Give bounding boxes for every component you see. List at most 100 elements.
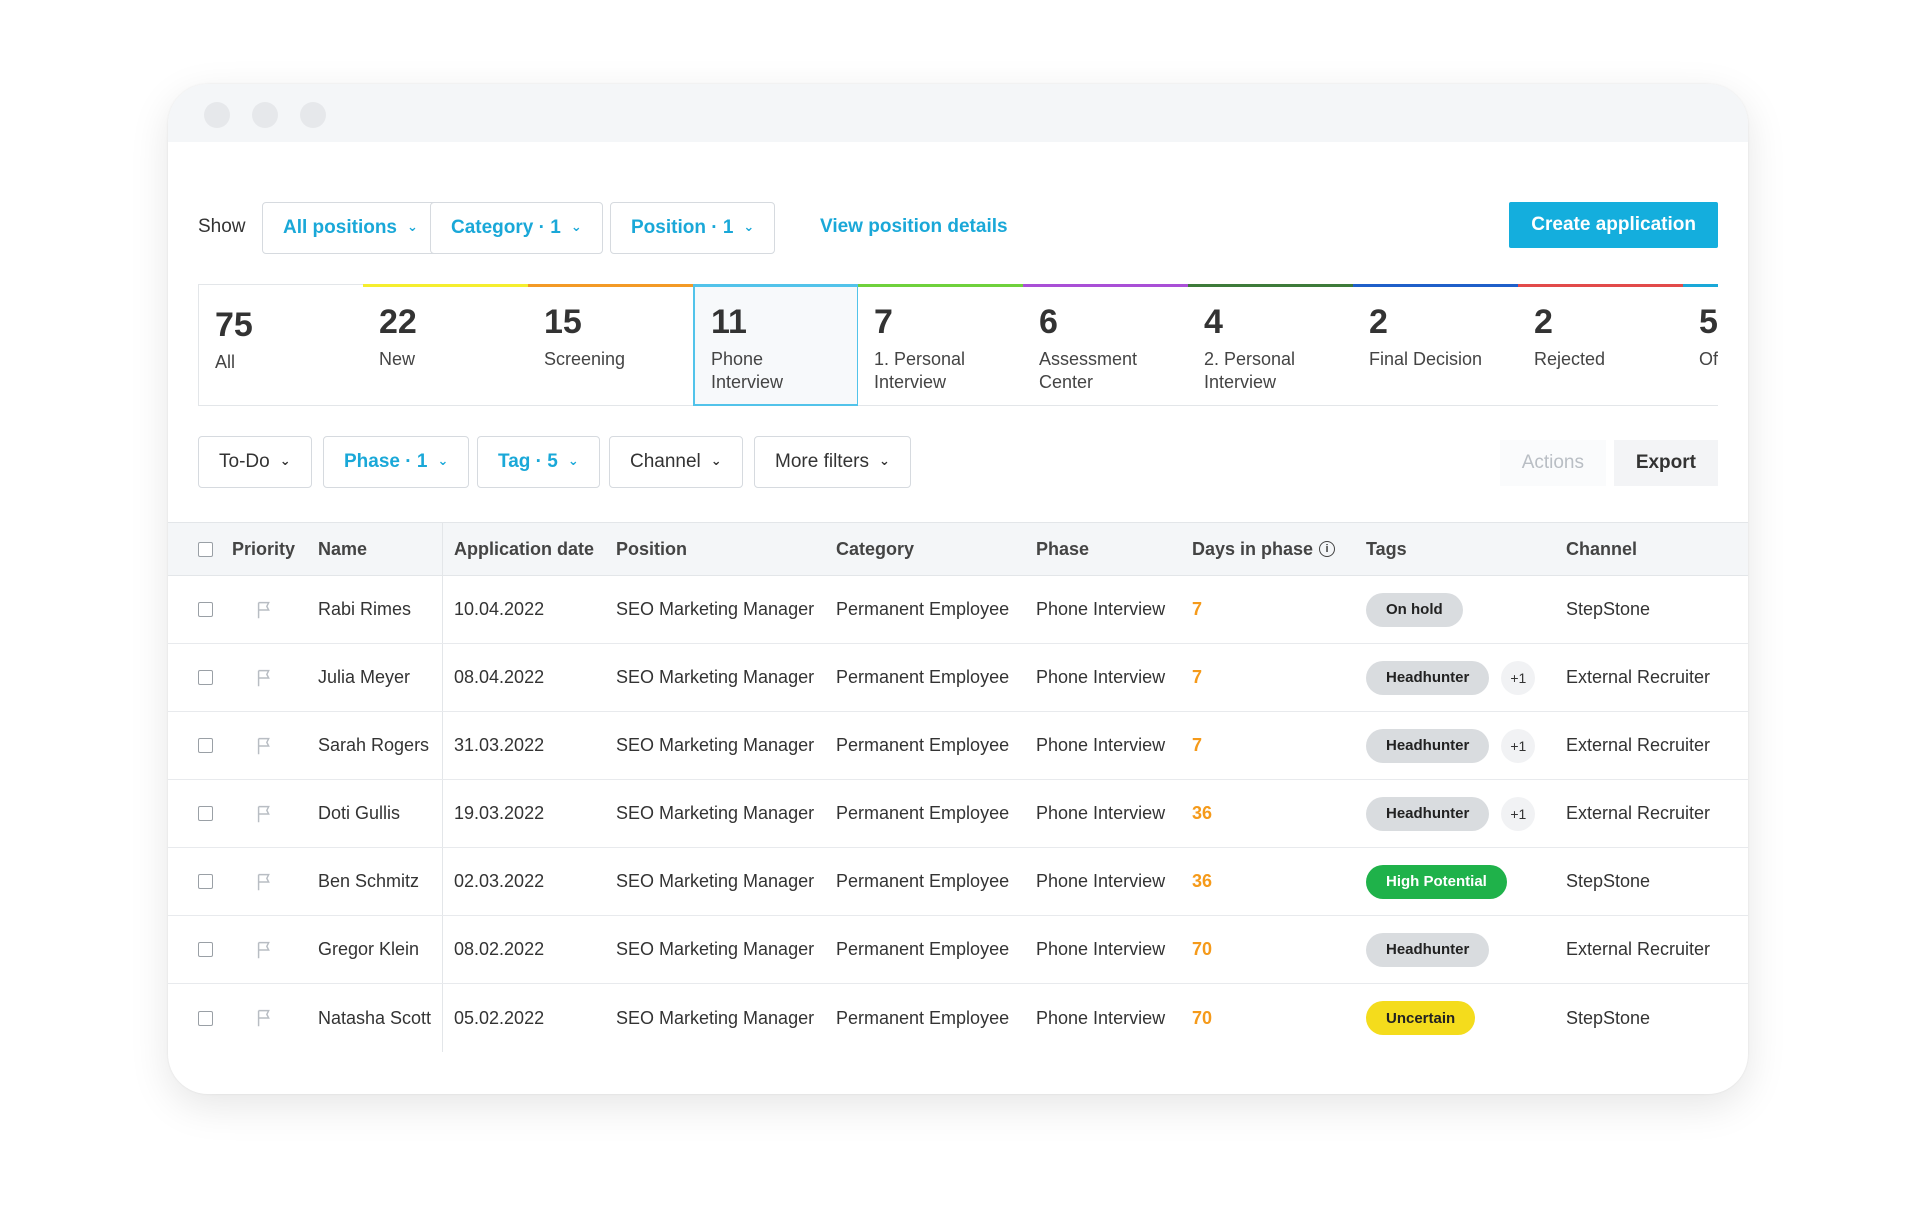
- phase-cell: Phone Interview: [1036, 667, 1166, 687]
- phase-cell: Phone Interview: [1036, 735, 1166, 755]
- header-name[interactable]: Name: [318, 538, 368, 559]
- header-channel[interactable]: Channel: [1566, 538, 1638, 559]
- row-checkbox[interactable]: [198, 738, 213, 753]
- phase-tab-2[interactable]: 15 Screening: [528, 284, 694, 406]
- more-tags-badge[interactable]: +1: [1501, 660, 1536, 695]
- select-all-checkbox[interactable]: [198, 541, 213, 557]
- priority-cell: [254, 916, 276, 983]
- phase-cell: Phone Interview: [1036, 871, 1166, 891]
- tags-cell: High Potential: [1366, 848, 1507, 915]
- table-row[interactable]: Gregor Klein 08.02.2022 SEO Marketing Mana…: [168, 916, 1748, 984]
- more-filters-label: More filters: [775, 451, 869, 472]
- row-checkbox[interactable]: [198, 874, 213, 889]
- row-checkbox-cell: [198, 780, 213, 847]
- flag-icon[interactable]: [254, 667, 276, 689]
- tag-filter[interactable]: Tag · 5 ⌄: [477, 436, 600, 488]
- row-checkbox-cell: [198, 848, 213, 915]
- flag-icon[interactable]: [254, 735, 276, 757]
- phase-tab-9[interactable]: 5 Ofi: [1683, 284, 1718, 406]
- tag-badge[interactable]: Headhunter: [1366, 660, 1490, 695]
- applicant-name[interactable]: Natasha Scott: [318, 1007, 432, 1028]
- applicant-name[interactable]: Sarah Rogers: [318, 735, 430, 755]
- channel-cell: External Recruiter: [1566, 667, 1711, 687]
- flag-icon[interactable]: [254, 1007, 276, 1029]
- table-row[interactable]: Sarah Rogers 31.03.2022 SEO Marketing Mana…: [168, 712, 1748, 780]
- header-application-date[interactable]: Application date: [454, 538, 595, 559]
- phase-tab-3[interactable]: 11 Phone Interview: [693, 284, 859, 406]
- window-close-dot[interactable]: [204, 102, 230, 128]
- flag-icon[interactable]: [254, 871, 276, 893]
- window-maximize-dot[interactable]: [300, 102, 326, 128]
- row-checkbox[interactable]: [198, 1010, 213, 1026]
- channel-cell: External Recruiter: [1566, 735, 1711, 755]
- table-row[interactable]: Doti Gullis 19.03.2022 SEO Marketing Manag…: [168, 780, 1748, 848]
- phase-tab-0[interactable]: 75 All: [198, 284, 364, 406]
- todo-filter[interactable]: To-Do ⌄: [198, 436, 312, 488]
- tag-badge[interactable]: High Potential: [1366, 864, 1507, 899]
- position-cell: SEO Marketing Manager: [616, 803, 815, 823]
- phase-tab-6[interactable]: 4 2. Personal Interview: [1188, 284, 1354, 406]
- priority-cell: [254, 780, 276, 847]
- application-date: 19.03.2022: [454, 803, 545, 823]
- applicant-name[interactable]: Julia Meyer: [318, 667, 411, 687]
- phase-tab-5[interactable]: 6 Assessment Center: [1023, 284, 1189, 406]
- phase-name: 1. Personal Interview: [874, 349, 966, 392]
- more-tags-badge[interactable]: +1: [1501, 728, 1536, 763]
- applicant-name[interactable]: Rabi Rimes: [318, 599, 412, 619]
- create-application-button[interactable]: Create application: [1509, 202, 1718, 248]
- info-icon[interactable]: i: [1319, 541, 1336, 557]
- row-checkbox[interactable]: [198, 806, 213, 821]
- header-tags[interactable]: Tags: [1366, 538, 1407, 559]
- tag-badge[interactable]: Headhunter: [1366, 728, 1490, 763]
- more-tags-badge[interactable]: +1: [1501, 796, 1536, 831]
- phase-tab-1[interactable]: 22 New: [363, 284, 529, 406]
- tag-badge[interactable]: Headhunter: [1366, 932, 1490, 967]
- phase-cell: Phone Interview: [1036, 599, 1166, 619]
- window-minimize-dot[interactable]: [252, 102, 278, 128]
- row-checkbox[interactable]: [198, 670, 213, 685]
- position-dropdown[interactable]: Position · 1 ⌄: [610, 202, 776, 254]
- table-row[interactable]: Rabi Rimes 10.04.2022 SEO Marketing Manage…: [168, 576, 1748, 644]
- table-body: Rabi Rimes 10.04.2022 SEO Marketing Manage…: [168, 576, 1748, 1052]
- export-button[interactable]: Export: [1613, 440, 1718, 486]
- column-divider: [442, 984, 443, 1052]
- row-checkbox[interactable]: [198, 602, 213, 617]
- phase-tab-4[interactable]: 7 1. Personal Interview: [858, 284, 1024, 406]
- priority-cell: [254, 848, 276, 915]
- header-position[interactable]: Position: [616, 538, 687, 559]
- header-phase[interactable]: Phase: [1036, 538, 1090, 559]
- priority-cell: [254, 984, 276, 1052]
- phase-tab-8[interactable]: 2 Rejected: [1518, 284, 1684, 406]
- phase-name: New: [379, 349, 416, 369]
- tag-badge[interactable]: Uncertain: [1366, 1001, 1476, 1035]
- flag-icon[interactable]: [254, 939, 276, 961]
- table-row[interactable]: Julia Meyer 08.04.2022 SEO Marketing Manag…: [168, 644, 1748, 712]
- view-position-details-link[interactable]: View position details: [820, 216, 1008, 237]
- row-checkbox[interactable]: [198, 942, 213, 957]
- category-dropdown[interactable]: Category · 1 ⌄: [430, 202, 603, 254]
- phase-tab-7[interactable]: 2 Final Decision: [1353, 284, 1519, 406]
- header-priority[interactable]: Priority: [232, 538, 296, 559]
- phase-name: Ofi: [1699, 349, 1718, 369]
- phase-name: Rejected: [1534, 349, 1606, 369]
- flag-icon[interactable]: [254, 803, 276, 825]
- more-filters-dropdown[interactable]: More filters ⌄: [754, 436, 911, 488]
- applicant-name[interactable]: Doti Gullis: [318, 803, 401, 823]
- tag-badge[interactable]: Headhunter: [1366, 796, 1490, 831]
- channel-filter[interactable]: Channel ⌄: [609, 436, 743, 488]
- header-days-in-phase[interactable]: Days in phase i: [1192, 523, 1336, 575]
- table-row[interactable]: Natasha Scott 05.02.2022 SEO Marketing Man…: [168, 984, 1748, 1052]
- applicant-name[interactable]: Ben Schmitz: [318, 871, 420, 891]
- all-positions-dropdown[interactable]: All positions ⌄: [262, 202, 439, 254]
- tag-badge[interactable]: On hold: [1366, 592, 1463, 627]
- applicant-name[interactable]: Gregor Klein: [318, 939, 420, 959]
- phase-filter[interactable]: Phase · 1 ⌄: [323, 436, 470, 488]
- header-category[interactable]: Category: [836, 538, 915, 559]
- phase-tabs: 75 All 22 New 15 Screening 11 Phone Interview 7 1…: [198, 284, 1718, 406]
- flag-icon[interactable]: [254, 599, 276, 621]
- application-date: 05.02.2022: [454, 1007, 545, 1028]
- days-in-phase-cell: 36: [1192, 871, 1213, 891]
- actions-button[interactable]: Actions: [1499, 440, 1606, 486]
- table-row[interactable]: Ben Schmitz 02.03.2022 SEO Marketing Manag…: [168, 848, 1748, 916]
- chevron-down-icon: ⌄: [710, 453, 722, 468]
